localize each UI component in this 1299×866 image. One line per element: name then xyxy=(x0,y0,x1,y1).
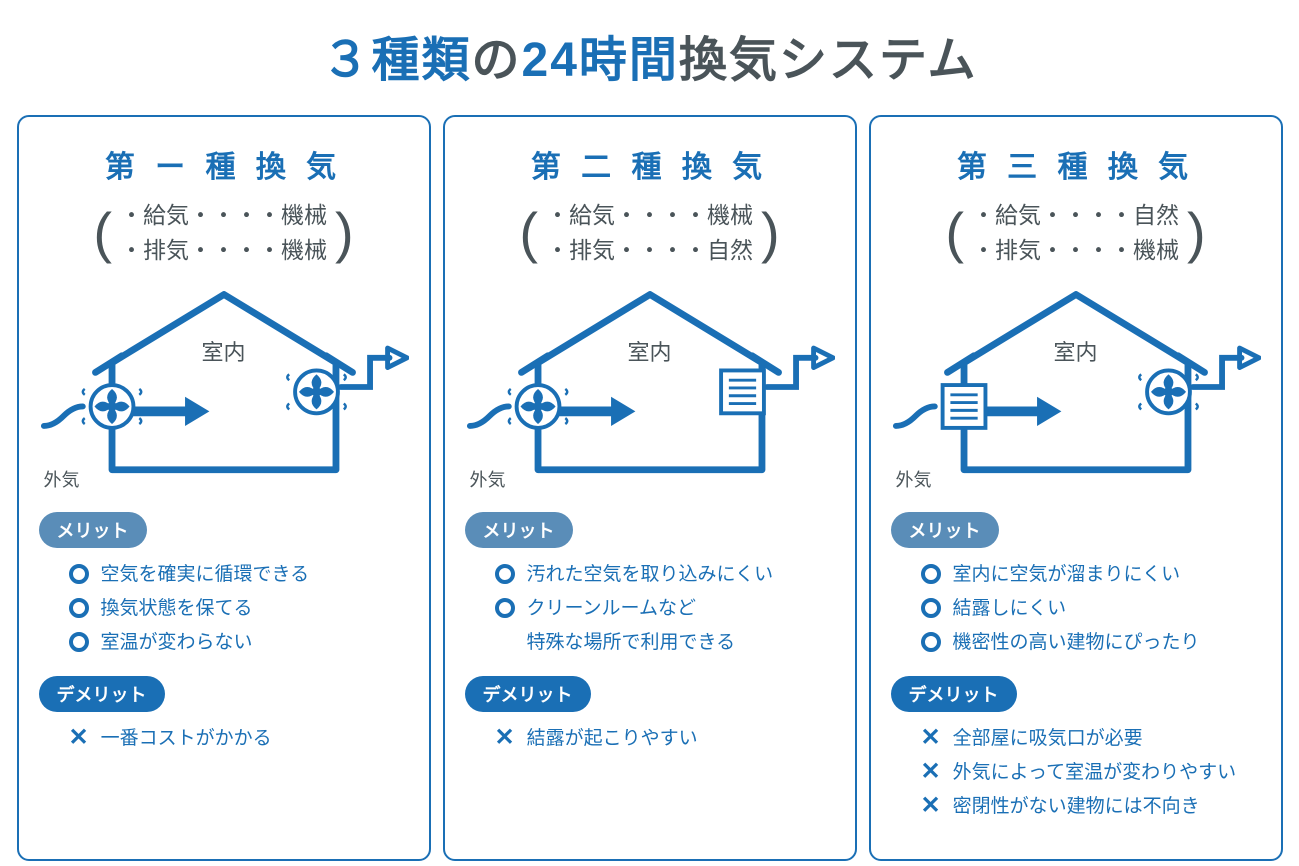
list-item: 空気を確実に循環できる xyxy=(69,558,409,592)
demerit-list: ✕ 一番コストがかかる xyxy=(39,722,409,756)
list-item: ✕ 外気によって室温が変わりやすい xyxy=(921,756,1261,790)
circle-bullet-icon xyxy=(69,564,89,584)
list-item: 汚れた空気を取り込みにくい xyxy=(495,558,835,592)
paren-right-icon: ) xyxy=(335,219,354,247)
circle-bullet-icon xyxy=(495,598,515,618)
spec-line2: ・排気・・・・自然 xyxy=(546,233,753,268)
circle-bullet-icon xyxy=(921,564,941,584)
spec-line2: ・排気・・・・機械 xyxy=(120,233,327,268)
x-bullet-icon: ✕ xyxy=(921,722,941,753)
indoor-label: 室内 xyxy=(201,335,245,367)
spec-text: ・給気・・・・機械・排気・・・・機械 xyxy=(120,198,327,267)
demerit-list: ✕ 結露が起こりやすい xyxy=(465,722,835,756)
outdoor-label: 外気 xyxy=(470,466,506,492)
list-item: ✕ 全部屋に吸気口が必要 xyxy=(921,722,1261,756)
page-title: ３種類の24時間換気システム xyxy=(15,20,1284,90)
x-bullet-icon: ✕ xyxy=(921,790,941,821)
list-item: 結露しにくい xyxy=(921,592,1261,626)
intake-fan-icon xyxy=(82,385,140,428)
merit-list: 室内に空気が溜まりにくい結露しにくい機密性の高い建物にぴったり xyxy=(891,558,1261,661)
ventilation-card-2: 第 二 種 換 気 ( ・給気・・・・機械・排気・・・・自然) 室内外気メリット汚れた… xyxy=(443,115,857,861)
merit-list: 空気を確実に循環できる換気状態を保てる室温が変わらない xyxy=(39,558,409,661)
house-diagram: 室内外気 xyxy=(891,277,1261,497)
demerit-text: 全部屋に吸気口が必要 xyxy=(953,722,1261,756)
list-item: ✕ 密閉性がない建物には不向き xyxy=(921,790,1261,824)
outdoor-label: 外気 xyxy=(896,466,932,492)
spec-row: ( ・給気・・・・自然・排気・・・・機械) xyxy=(891,198,1261,267)
merit-badge: メリット xyxy=(39,512,147,548)
circle-bullet-icon xyxy=(921,632,941,652)
paren-left-icon: ( xyxy=(945,219,964,247)
demerit-text: 結露が起こりやすい xyxy=(527,722,835,756)
demerit-badge: デメリット xyxy=(891,676,1017,712)
demerit-badge: デメリット xyxy=(465,676,591,712)
merit-badge: メリット xyxy=(465,512,573,548)
card-title: 第 三 種 換 気 xyxy=(891,142,1261,186)
title-part3: 24時間 xyxy=(522,34,679,87)
demerit-badge: デメリット xyxy=(39,676,165,712)
ventilation-card-3: 第 三 種 換 気 ( ・給気・・・・自然・排気・・・・機械) 室内外気メリット室内に… xyxy=(869,115,1283,861)
indoor-label: 室内 xyxy=(1053,335,1097,367)
title-part1: ３種類 xyxy=(322,34,472,87)
card-title: 第 ー 種 換 気 xyxy=(39,142,409,186)
x-bullet-icon: ✕ xyxy=(69,722,89,753)
title-part4: 換気システム xyxy=(679,34,978,87)
exhaust-vent-icon xyxy=(721,370,764,413)
demerit-text: 一番コストがかかる xyxy=(101,722,409,756)
intake-vent-icon xyxy=(942,385,985,428)
merit-text: 室温が変わらない xyxy=(101,626,409,660)
demerit-text: 密閉性がない建物には不向き xyxy=(953,790,1261,824)
spec-line1: ・給気・・・・機械 xyxy=(546,198,753,233)
card-container: 第 ー 種 換 気(・給気・・・・機械・排気・・・・機械)室内外気メリット空気を… xyxy=(15,115,1284,861)
house-diagram: 室内外気 xyxy=(39,277,409,497)
list-item: 機密性の高い建物にぴったり xyxy=(921,626,1261,660)
list-item: ✕ 一番コストがかかる xyxy=(69,722,409,756)
list-item: 室温が変わらない xyxy=(69,626,409,660)
list-item: 換気状態を保てる xyxy=(69,592,409,626)
list-item: クリーンルームなど特殊な場所で利用できる xyxy=(495,592,835,660)
list-item: ✕ 結露が起こりやすい xyxy=(495,722,835,756)
list-item: 室内に空気が溜まりにくい xyxy=(921,558,1261,592)
paren-left-icon: ( xyxy=(93,219,112,247)
spec-line1: ・給気・・・・機械 xyxy=(120,198,327,233)
house-diagram: 室内外気 xyxy=(465,277,835,497)
x-bullet-icon: ✕ xyxy=(495,722,515,753)
indoor-label: 室内 xyxy=(627,335,671,367)
circle-bullet-icon xyxy=(69,598,89,618)
circle-bullet-icon xyxy=(69,632,89,652)
x-bullet-icon: ✕ xyxy=(921,756,941,787)
outdoor-label: 外気 xyxy=(44,466,80,492)
spec-row: ( ・給気・・・・機械・排気・・・・機械) xyxy=(39,198,409,267)
merit-text: 汚れた空気を取り込みにくい xyxy=(527,558,835,592)
paren-right-icon: ) xyxy=(1187,219,1206,247)
merit-text: クリーンルームなど特殊な場所で利用できる xyxy=(527,592,835,660)
ventilation-card-1: 第 ー 種 換 気 ( ・給気・・・・機械・排気・・・・機械) 室内外気メリット空気を… xyxy=(17,115,431,861)
demerit-text: 外気によって室温が変わりやすい xyxy=(953,756,1261,790)
spec-text: ・給気・・・・自然・排気・・・・機械 xyxy=(972,198,1179,267)
card-title: 第 二 種 換 気 xyxy=(465,142,835,186)
spec-line2: ・排気・・・・機械 xyxy=(972,233,1179,268)
spec-line1: ・給気・・・・自然 xyxy=(972,198,1179,233)
circle-bullet-icon xyxy=(921,598,941,618)
merit-text: 機密性の高い建物にぴったり xyxy=(953,626,1261,660)
merit-text: 結露しにくい xyxy=(953,592,1261,626)
paren-right-icon: ) xyxy=(761,219,780,247)
intake-fan-icon xyxy=(508,385,566,428)
spec-row: ( ・給気・・・・機械・排気・・・・自然) xyxy=(465,198,835,267)
merit-list: 汚れた空気を取り込みにくいクリーンルームなど特殊な場所で利用できる xyxy=(465,558,835,661)
title-part2: の xyxy=(472,34,522,87)
merit-text: 換気状態を保てる xyxy=(101,592,409,626)
merit-text: 空気を確実に循環できる xyxy=(101,558,409,592)
merit-text: 室内に空気が溜まりにくい xyxy=(953,558,1261,592)
circle-bullet-icon xyxy=(495,564,515,584)
merit-badge: メリット xyxy=(891,512,999,548)
demerit-list: ✕ 全部屋に吸気口が必要 ✕ 外気によって室温が変わりやすい ✕ 密閉性がない建物には不向… xyxy=(891,722,1261,825)
paren-left-icon: ( xyxy=(519,219,538,247)
spec-text: ・給気・・・・機械・排気・・・・自然 xyxy=(546,198,753,267)
